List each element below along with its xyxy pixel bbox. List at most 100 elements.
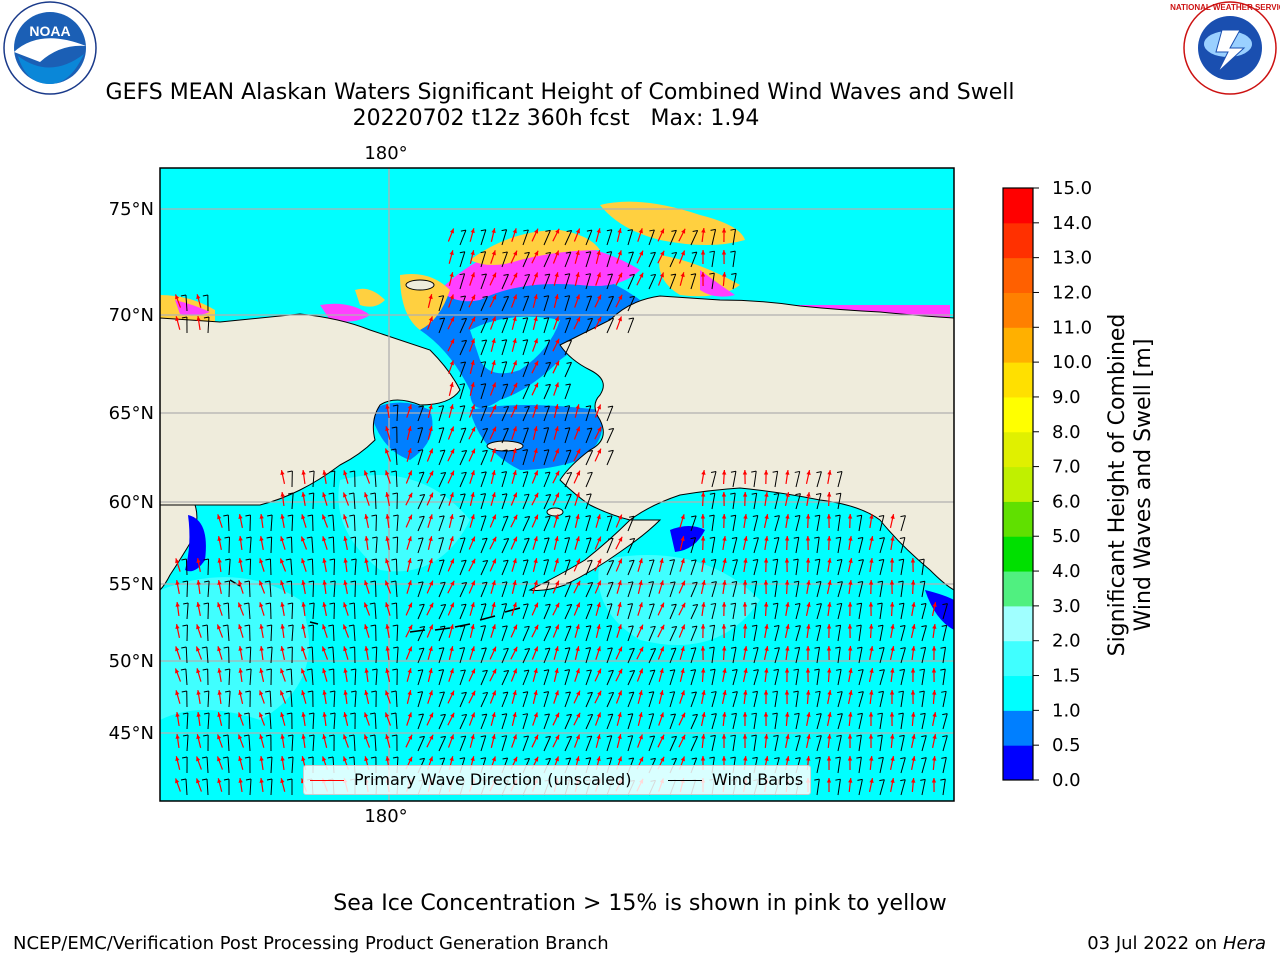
wave-arrow xyxy=(742,601,748,617)
wind-barb xyxy=(349,514,356,532)
wind-barb xyxy=(585,603,593,620)
wave-arrow xyxy=(657,228,665,242)
wave-arrow xyxy=(322,711,327,727)
wind-barb xyxy=(480,669,488,686)
wave-arrow xyxy=(911,602,916,616)
wave-arrow xyxy=(427,668,433,682)
wind-barb xyxy=(709,250,715,268)
wind-barb xyxy=(710,559,717,576)
wave-arrow xyxy=(468,580,476,594)
wave-arrow xyxy=(722,711,727,727)
wind-barb xyxy=(669,647,677,664)
wind-barb xyxy=(543,691,550,708)
wind-barb xyxy=(669,581,676,598)
wind-barb xyxy=(751,470,757,488)
wind-barb xyxy=(585,295,593,312)
wind-barb xyxy=(438,317,446,334)
lat-tick: 70°N xyxy=(109,305,154,326)
wave-arrow xyxy=(743,689,748,705)
wind-barb xyxy=(835,646,841,664)
wave-arrow xyxy=(743,646,748,660)
wind-barb xyxy=(393,514,399,532)
wind-barb xyxy=(501,427,509,444)
wave-arrow xyxy=(826,535,832,551)
wind-barb xyxy=(287,756,294,774)
wave-arrow xyxy=(469,470,475,484)
wave-arrow xyxy=(785,469,790,485)
wave-arrow xyxy=(447,470,455,484)
wave-arrow xyxy=(700,645,706,661)
wind-barb xyxy=(480,559,489,576)
wave-arrow xyxy=(490,338,496,352)
wave-arrow xyxy=(784,557,790,573)
wind-barb xyxy=(307,514,314,532)
wave-arrow xyxy=(721,601,727,617)
wave-arrow xyxy=(573,558,581,572)
wave-arrow xyxy=(405,492,413,506)
wave-arrow xyxy=(531,250,539,264)
wave-arrow xyxy=(890,624,895,638)
wind-barb xyxy=(919,668,925,686)
wave-arrow xyxy=(175,711,180,727)
wave-arrow xyxy=(700,249,706,265)
wave-arrow xyxy=(910,579,916,595)
wave-arrow xyxy=(343,536,348,550)
colorbar-tick-label: 6.0 xyxy=(1052,491,1081,512)
wind-barb xyxy=(417,405,424,422)
wind-barb xyxy=(941,690,947,708)
wind-barb xyxy=(308,712,315,730)
wave-arrow xyxy=(343,667,348,683)
wave-arrow xyxy=(343,689,348,705)
wind-barb xyxy=(417,647,425,664)
wind-barb xyxy=(459,669,466,686)
colorbar-tick-label: 0.5 xyxy=(1052,735,1081,756)
wind-barb xyxy=(690,229,699,246)
wind-barb xyxy=(371,558,378,576)
wind-barb xyxy=(308,580,315,598)
wave-arrow xyxy=(490,580,496,594)
wave-arrow xyxy=(636,668,644,682)
chukchi-center xyxy=(470,316,560,374)
wave-arrow xyxy=(911,756,916,770)
wave-arrow xyxy=(869,513,874,529)
wind-barb xyxy=(690,581,698,598)
wind-barb xyxy=(391,690,398,708)
wind-barb xyxy=(730,602,737,620)
wave-arrow xyxy=(574,536,580,550)
wind-barb xyxy=(627,625,634,642)
wave-arrow xyxy=(237,602,245,616)
wave-arrow xyxy=(469,272,475,286)
wave-arrow xyxy=(531,624,539,638)
wind-barb xyxy=(564,339,573,356)
wind-barb xyxy=(438,493,446,510)
colorbar-tick-label: 4.0 xyxy=(1052,561,1081,582)
wave-arrow xyxy=(364,558,369,572)
wind-barb xyxy=(417,471,425,488)
wind-barb xyxy=(480,427,489,444)
wave-arrow xyxy=(321,646,329,660)
wave-arrow xyxy=(764,733,769,749)
wind-barb xyxy=(501,383,509,400)
wind-barb xyxy=(201,778,209,796)
lat-tick: 55°N xyxy=(109,574,154,595)
wind-barb xyxy=(772,712,778,730)
wave-arrow xyxy=(678,712,686,726)
wave-arrow xyxy=(343,712,349,726)
wind-barb xyxy=(837,713,843,730)
wind-barb xyxy=(669,691,676,708)
wind-barb xyxy=(459,559,467,576)
wave-arrow xyxy=(175,646,181,660)
wave-arrow xyxy=(364,514,369,528)
wave-arrow xyxy=(657,250,665,264)
wave-arrow xyxy=(217,667,222,683)
legend-wind-label: Wind Barbs xyxy=(712,770,804,789)
wave-arrow xyxy=(490,712,496,726)
wind-barb xyxy=(438,559,445,576)
wave-arrow xyxy=(511,470,517,484)
wind-barb xyxy=(328,492,335,510)
wind-barb xyxy=(522,713,529,730)
wind-barb xyxy=(543,317,550,334)
wind-barb xyxy=(522,537,530,554)
wind-barb xyxy=(501,405,510,422)
